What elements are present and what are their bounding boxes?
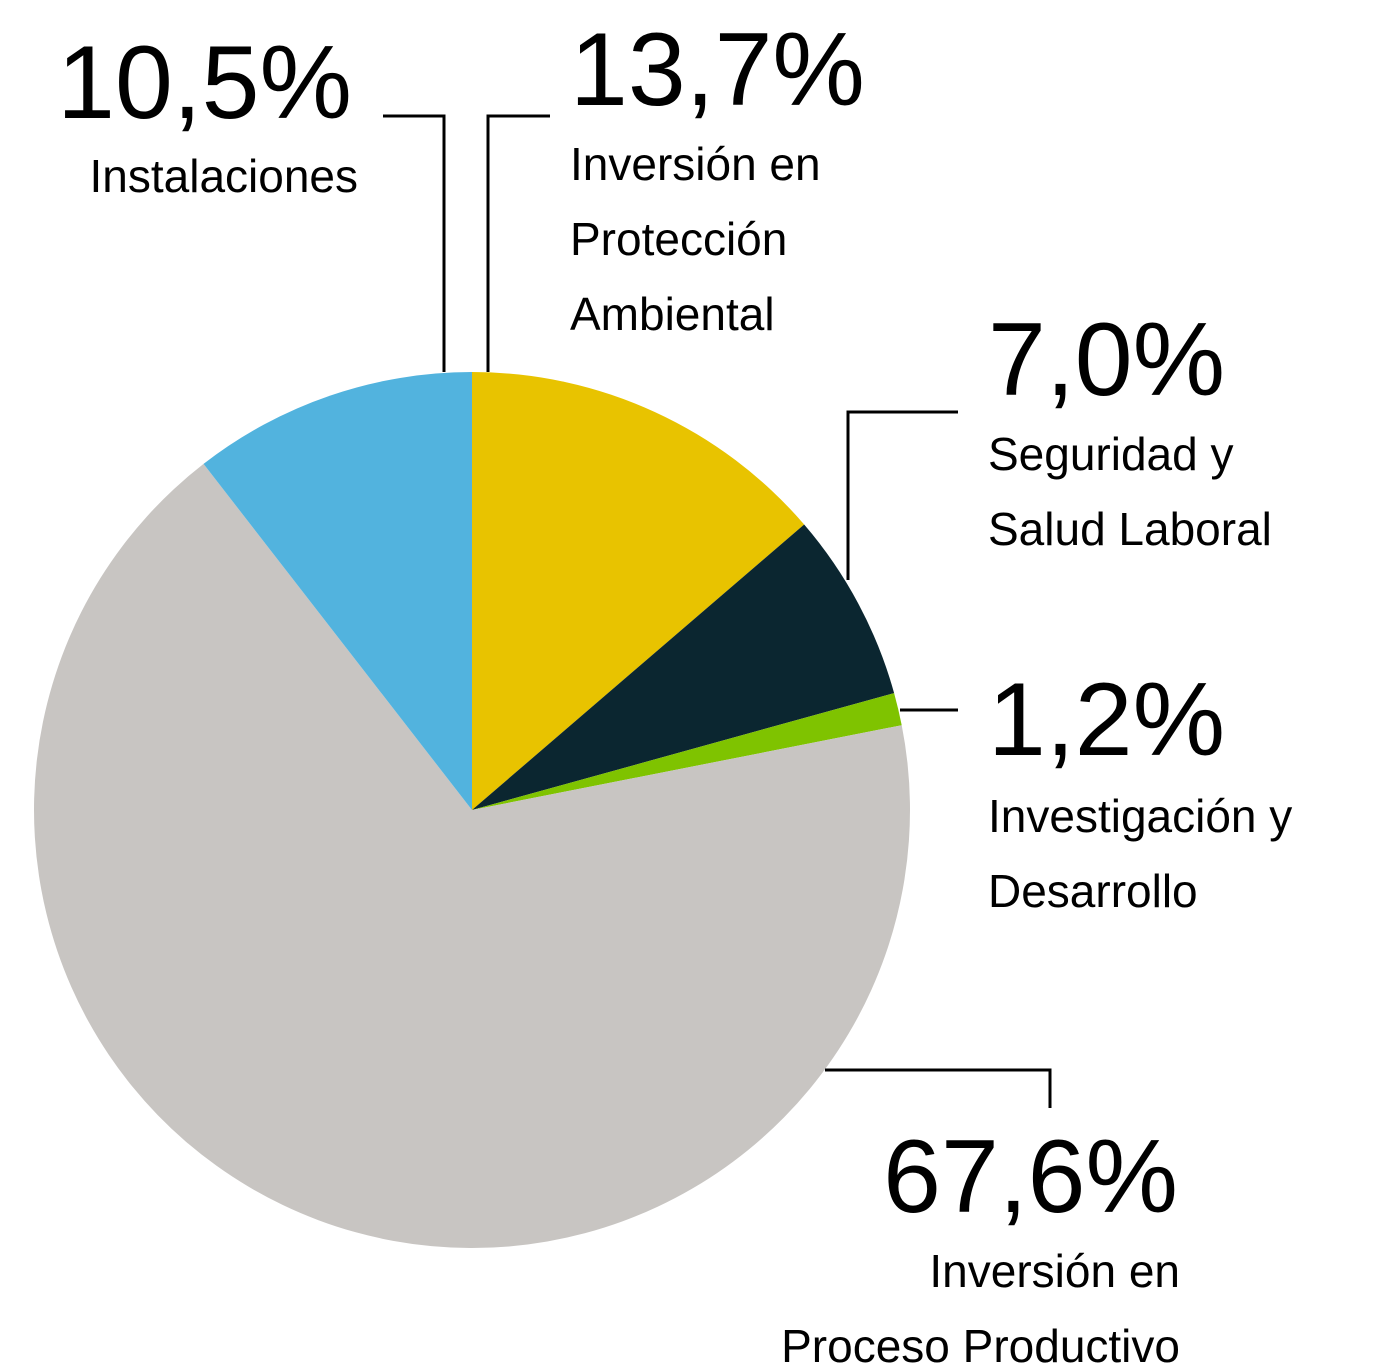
category-label: Inversión en Protección Ambiental <box>570 138 821 340</box>
category-label: Inversión en Proceso Productivo <box>781 1245 1180 1371</box>
leader-line <box>846 410 958 580</box>
pie <box>33 372 911 1248</box>
pie-slice <box>203 372 473 810</box>
pie-slice <box>472 693 902 810</box>
pie-slice <box>472 524 895 810</box>
pie-slice <box>33 463 911 1248</box>
leader-line <box>486 114 550 372</box>
leader-line <box>825 1068 1052 1108</box>
pie-slice <box>472 372 805 810</box>
value-label: 10,5% <box>57 25 352 141</box>
category-label-line: Inversión en <box>570 138 821 190</box>
category-label-line: Desarrollo <box>988 865 1198 917</box>
category-label-line: Ambiental <box>570 288 775 340</box>
category-label: Seguridad y Salud Laboral <box>988 428 1272 555</box>
value-label: 1,2% <box>988 662 1225 778</box>
value-label: 7,0% <box>988 302 1225 418</box>
value-label: 13,7% <box>570 12 865 128</box>
category-label-line: Seguridad y <box>988 428 1234 480</box>
category-label-line: Proceso Productivo <box>781 1320 1180 1371</box>
category-label: Investigación y Desarrollo <box>988 790 1292 917</box>
category-label: Instalaciones <box>90 150 359 202</box>
category-label-line: Investigación y <box>988 790 1292 842</box>
category-label-line: Protección <box>570 213 787 265</box>
category-label-line: Inversión en <box>929 1245 1180 1297</box>
leader-line <box>383 114 446 372</box>
value-label: 67,6% <box>883 1119 1178 1235</box>
category-label-line: Salud Laboral <box>988 503 1272 555</box>
category-label-line: Instalaciones <box>90 150 359 202</box>
